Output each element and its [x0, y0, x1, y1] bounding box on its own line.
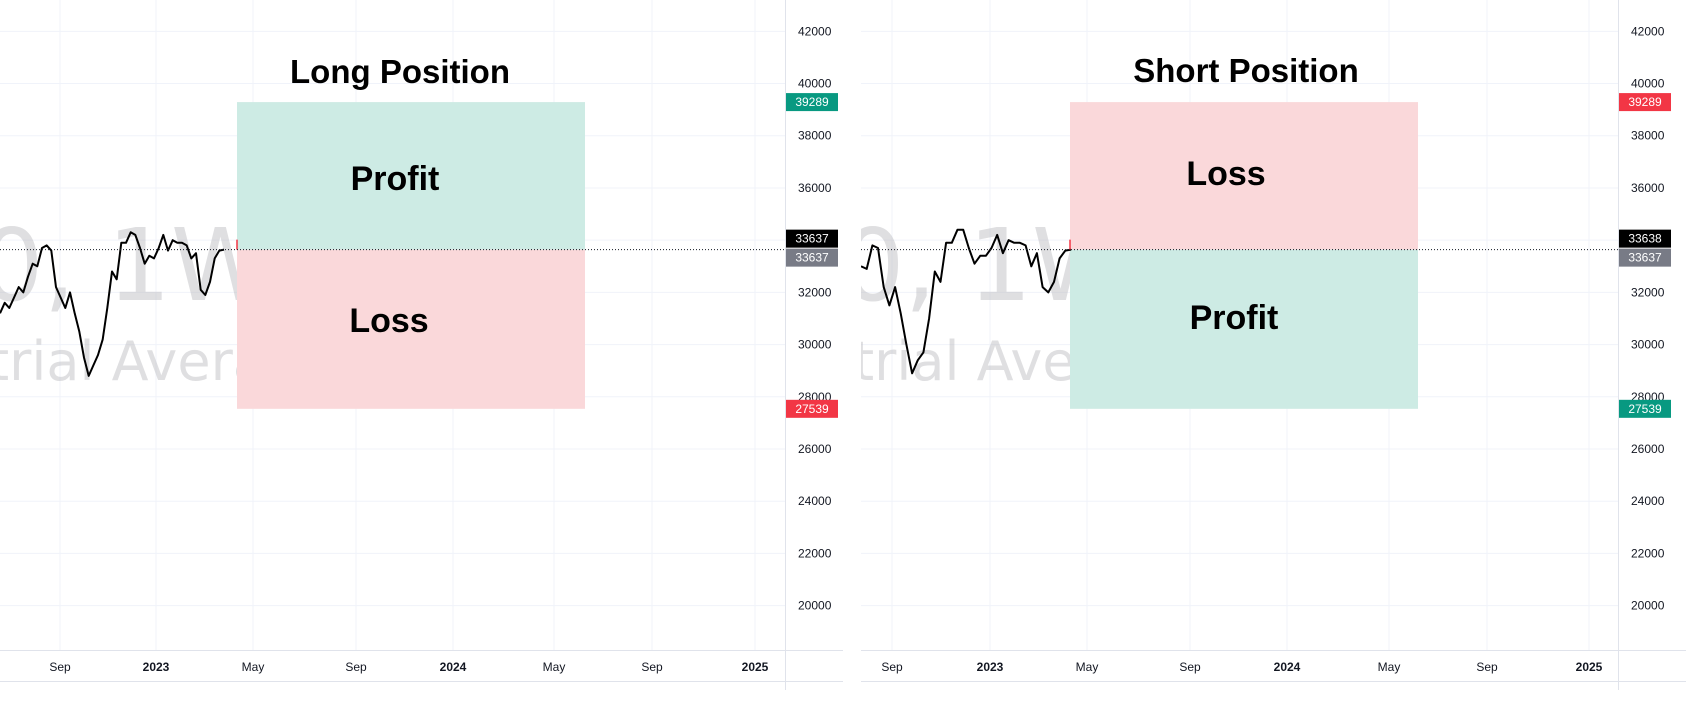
last-price-badge	[786, 229, 838, 248]
last-price-badge-text: 33638	[1628, 232, 1662, 246]
x-tick-label: Sep	[641, 660, 663, 674]
y-tick-label: 38000	[798, 129, 832, 143]
y-tick-label: 42000	[798, 24, 832, 38]
x-tick-label: May	[1076, 660, 1099, 674]
upper-zone-label: Profit	[351, 160, 440, 198]
last-price-badge-text: 33637	[795, 232, 829, 246]
y-tick-label: 20000	[1631, 599, 1665, 613]
upper-zone-label: Loss	[1186, 155, 1265, 193]
grid	[861, 0, 1618, 650]
x-tick-label: May	[543, 660, 566, 674]
lower-price-badge	[1619, 399, 1671, 418]
y-tick-label: 42000	[1631, 24, 1665, 38]
loss-zone[interactable]	[1070, 102, 1418, 250]
x-tick-label: 2025	[742, 660, 769, 674]
chart-title: Long Position	[290, 53, 510, 90]
price-series-line	[861, 228, 1072, 375]
y-tick-label: 20000	[798, 599, 832, 613]
x-tick-label: 2023	[977, 660, 1004, 674]
watermark-symbol: 0, 1W	[0, 207, 270, 324]
prev-close-badge	[1619, 248, 1671, 267]
y-tick-label: 30000	[798, 338, 832, 352]
lower-price-badge	[786, 399, 838, 418]
chart-title: Short Position	[1133, 52, 1359, 89]
x-tick-label: Sep	[1476, 660, 1498, 674]
y-tick-label: 32000	[1631, 285, 1665, 299]
y-tick-label: 38000	[1631, 129, 1665, 143]
x-tick-label: May	[242, 660, 265, 674]
lower-zone-label: Profit	[1190, 299, 1279, 337]
y-tick-label: 40000	[798, 77, 832, 91]
x-tick-label: 2024	[440, 660, 467, 674]
price-series-line	[0, 231, 225, 377]
lower-zone-label: Loss	[349, 302, 428, 340]
x-tick-label: 2023	[143, 660, 170, 674]
y-tick-label: 22000	[1631, 546, 1665, 560]
y-tick-label: 24000	[798, 494, 832, 508]
y-tick-label: 24000	[1631, 494, 1665, 508]
prev-close-badge	[786, 248, 838, 267]
y-tick-label: 30000	[1631, 338, 1665, 352]
x-tick-label: Sep	[881, 660, 903, 674]
y-tick-label: 26000	[798, 442, 832, 456]
x-tick-label: Sep	[1179, 660, 1201, 674]
profit-zone[interactable]	[237, 102, 585, 250]
x-tick-label: May	[1378, 660, 1401, 674]
y-tick-label: 22000	[798, 546, 832, 560]
prev-close-badge-text: 33637	[795, 251, 829, 265]
loss-zone[interactable]	[237, 249, 585, 409]
upper-price-badge-text: 39289	[1628, 95, 1662, 109]
last-price-badge	[1619, 229, 1671, 248]
y-tick-label: 26000	[1631, 442, 1665, 456]
x-tick-label: 2024	[1274, 660, 1301, 674]
x-tick-label: Sep	[345, 660, 367, 674]
lower-price-badge-text: 27539	[795, 402, 829, 416]
y-tick-label: 36000	[798, 181, 832, 195]
upper-price-badge-text: 39289	[795, 95, 829, 109]
upper-price-badge	[1619, 93, 1671, 112]
profit-zone[interactable]	[1070, 249, 1418, 409]
x-tick-label: Sep	[49, 660, 71, 674]
x-tick-label: 2025	[1576, 660, 1603, 674]
upper-price-badge	[786, 93, 838, 112]
prev-close-badge-text: 33637	[1628, 251, 1662, 265]
lower-price-badge-text: 27539	[1628, 402, 1662, 416]
y-tick-label: 40000	[1631, 77, 1665, 91]
y-tick-label: 36000	[1631, 181, 1665, 195]
y-tick-label: 32000	[798, 285, 832, 299]
